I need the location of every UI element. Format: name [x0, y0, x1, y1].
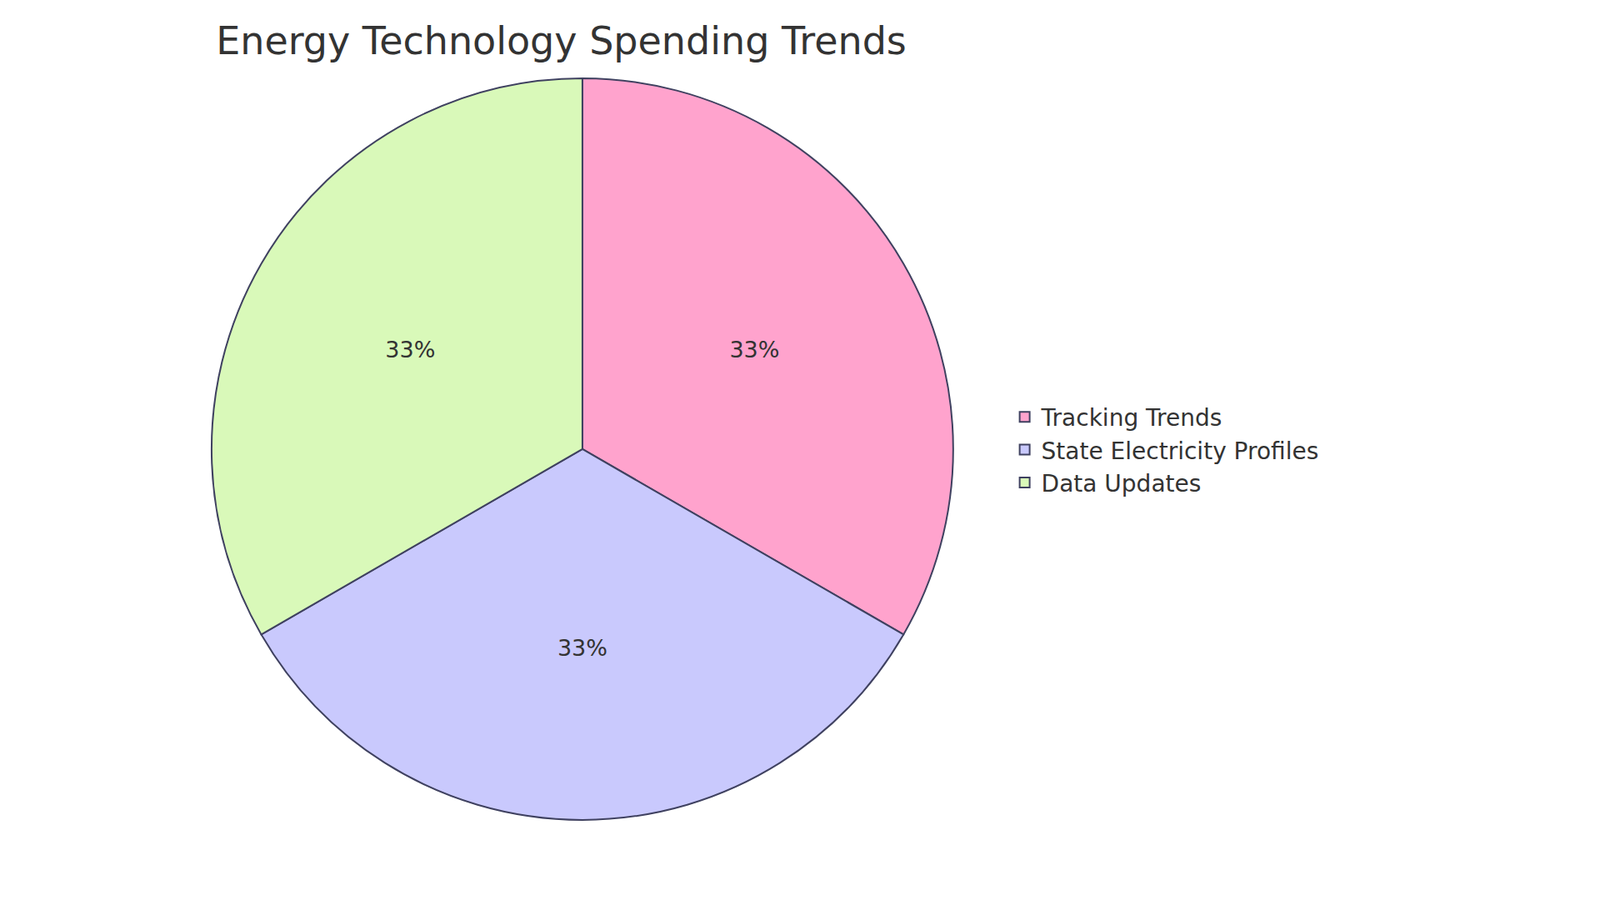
- svg-text:Energy Technology Spending Tre: Energy Technology Spending Trends: [215, 18, 907, 64]
- svg-text:Tracking Trends: Tracking Trends: [1040, 404, 1223, 432]
- svg-text:Data Updates: Data Updates: [1041, 470, 1202, 498]
- svg-text:33%: 33%: [729, 336, 780, 363]
- svg-text:State Electricity Profiles: State Electricity Profiles: [1041, 437, 1320, 465]
- svg-text:33%: 33%: [557, 635, 608, 661]
- svg-text:33%: 33%: [385, 336, 435, 363]
